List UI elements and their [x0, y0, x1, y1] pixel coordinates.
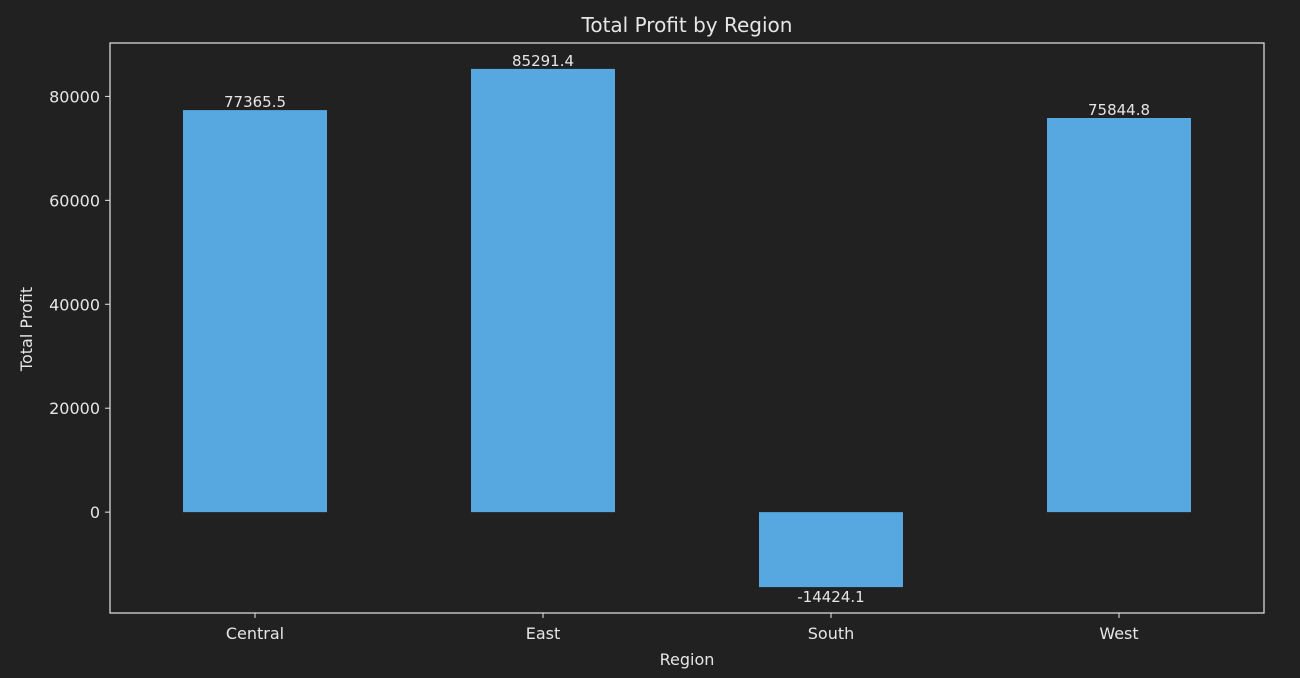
y-axis-label: Total Profit: [17, 287, 36, 372]
value-label-east: 85291.4: [512, 52, 574, 70]
bars-layer: [183, 68, 1191, 588]
bar-east: [471, 68, 615, 513]
y-tick-label: 60000: [49, 191, 100, 210]
plot-frame: [109, 42, 1265, 614]
value-label-west: 75844.8: [1088, 101, 1150, 119]
x-tick-label-south: South: [808, 624, 855, 643]
y-ticks-layer: 0 20000 40000 60000 80000: [49, 87, 110, 522]
x-ticks-layer: Central East South West: [226, 613, 1139, 643]
y-tick-label: 80000: [49, 87, 100, 106]
y-tick-label: 40000: [49, 295, 100, 314]
x-tick-label-east: East: [526, 624, 561, 643]
bar-west: [1047, 118, 1191, 513]
x-tick-label-central: Central: [226, 624, 284, 643]
value-label-central: 77365.5: [224, 93, 286, 111]
x-tick-label-west: West: [1099, 624, 1138, 643]
value-labels-layer: 77365.5 85291.4 -14424.1 75844.8: [224, 52, 1150, 606]
bar-central: [183, 110, 327, 513]
y-tick-label: 20000: [49, 399, 100, 418]
y-tick-label: 0: [90, 503, 100, 522]
chart-title: Total Profit by Region: [581, 13, 793, 37]
bar-south: [759, 512, 903, 588]
x-axis-label: Region: [660, 650, 715, 669]
value-label-south: -14424.1: [797, 588, 864, 606]
